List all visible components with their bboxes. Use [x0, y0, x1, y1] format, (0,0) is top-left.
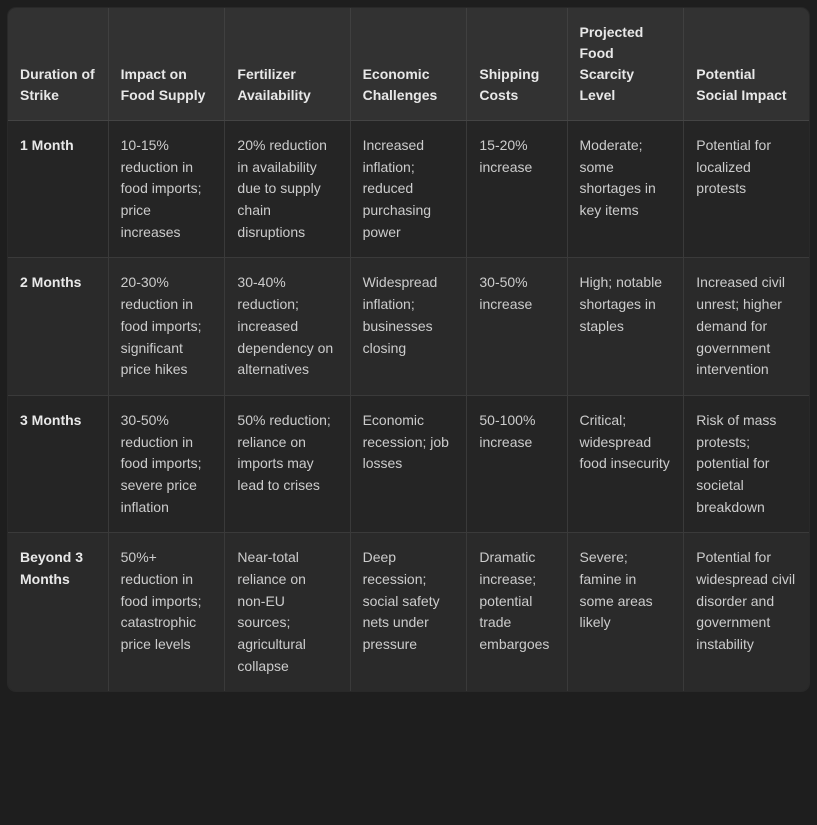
cell-fertilizer: Near-total reliance on non-EU sources; a… [225, 533, 350, 692]
col-shipping: Shipping Costs [467, 8, 567, 121]
table-row: 3 Months 30-50% reduction in food import… [8, 395, 809, 532]
cell-economic: Widespread inflation; businesses closing [350, 258, 467, 395]
cell-duration: Beyond 3 Months [8, 533, 108, 692]
cell-duration: 1 Month [8, 121, 108, 258]
cell-food-supply: 50%+ reduction in food imports; catastro… [108, 533, 225, 692]
cell-food-supply: 20-30% reduction in food imports; signif… [108, 258, 225, 395]
cell-shipping: 50-100% increase [467, 395, 567, 532]
table-row: Beyond 3 Months 50%+ reduction in food i… [8, 533, 809, 692]
cell-economic: Deep recession; social safety nets under… [350, 533, 467, 692]
cell-scarcity: Critical; widespread food insecurity [567, 395, 684, 532]
cell-social: Potential for localized protests [684, 121, 809, 258]
cell-duration: 2 Months [8, 258, 108, 395]
cell-social: Increased civil unrest; higher demand fo… [684, 258, 809, 395]
cell-scarcity: Moderate; some shortages in key items [567, 121, 684, 258]
cell-shipping: 15-20% increase [467, 121, 567, 258]
cell-fertilizer: 50% reduction; reliance on imports may l… [225, 395, 350, 532]
impact-table: Duration of Strike Impact on Food Supply… [8, 8, 809, 691]
cell-fertilizer: 20% reduction in availability due to sup… [225, 121, 350, 258]
cell-shipping: Dramatic increase; potential trade embar… [467, 533, 567, 692]
table-header: Duration of Strike Impact on Food Supply… [8, 8, 809, 121]
cell-scarcity: Severe; famine in some areas likely [567, 533, 684, 692]
col-scarcity: Projected Food Scarcity Level [567, 8, 684, 121]
cell-fertilizer: 30-40% reduction; increased dependency o… [225, 258, 350, 395]
col-social: Potential Social Impact [684, 8, 809, 121]
table-row: 1 Month 10-15% reduction in food imports… [8, 121, 809, 258]
cell-food-supply: 10-15% reduction in food imports; price … [108, 121, 225, 258]
cell-food-supply: 30-50% reduction in food imports; severe… [108, 395, 225, 532]
cell-scarcity: High; notable shortages in staples [567, 258, 684, 395]
cell-duration: 3 Months [8, 395, 108, 532]
cell-economic: Increased inflation; reduced purchasing … [350, 121, 467, 258]
cell-social: Risk of mass protests; potential for soc… [684, 395, 809, 532]
cell-social: Potential for widespread civil disorder … [684, 533, 809, 692]
col-food-supply: Impact on Food Supply [108, 8, 225, 121]
col-fertilizer: Fertilizer Availability [225, 8, 350, 121]
table-body: 1 Month 10-15% reduction in food imports… [8, 121, 809, 692]
table-row: 2 Months 20-30% reduction in food import… [8, 258, 809, 395]
col-economic: Economic Challenges [350, 8, 467, 121]
cell-economic: Economic recession; job losses [350, 395, 467, 532]
cell-shipping: 30-50% increase [467, 258, 567, 395]
col-duration: Duration of Strike [8, 8, 108, 121]
